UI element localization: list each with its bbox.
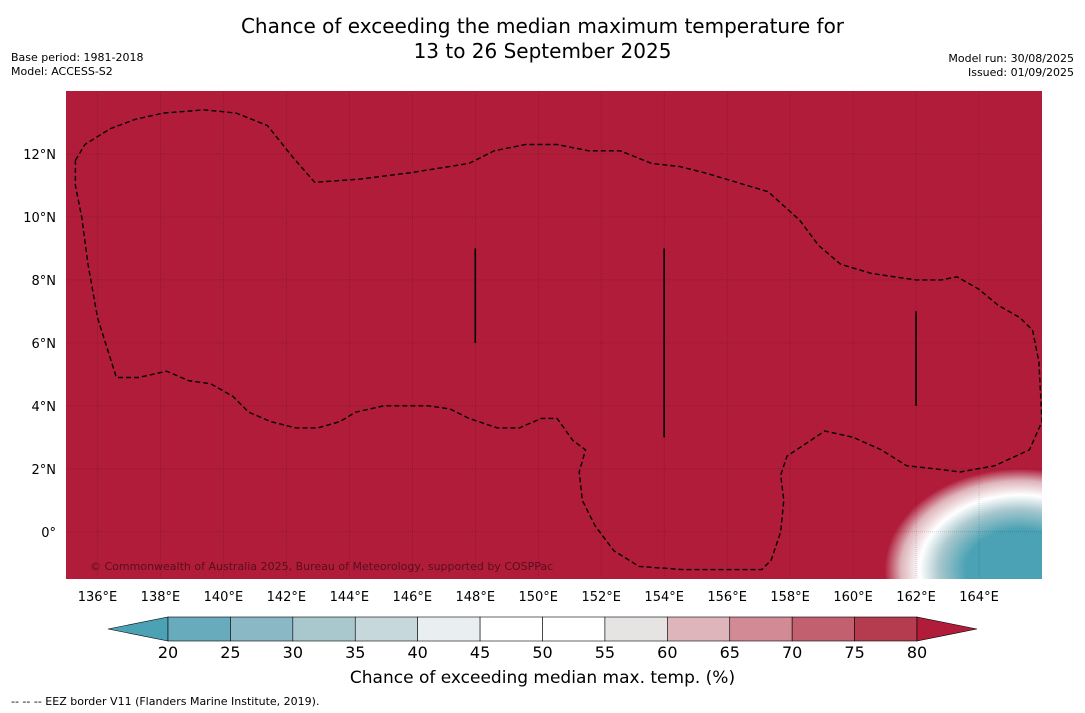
colorbar-segment — [354, 616, 418, 642]
lon-tick-label: 136°E — [78, 590, 118, 605]
lon-tick-label: 160°E — [833, 590, 873, 605]
colorbar-tick-label: 60 — [657, 643, 677, 662]
copyright-notice: © Commonwealth of Australia 2025, Bureau… — [90, 560, 553, 573]
lon-tick-label: 152°E — [581, 590, 621, 605]
lat-tick-label: 4°N — [32, 400, 57, 415]
colorbar-title: Chance of exceeding median max. temp. (%… — [349, 668, 736, 688]
colorbar-segment — [417, 616, 481, 642]
base-period-label: Base period: 1981-2018 — [11, 51, 144, 64]
model-label: Model: ACCESS-S2 — [11, 65, 113, 78]
colorbar-tick-label: 45 — [470, 643, 490, 662]
colorbar-segment — [542, 616, 606, 642]
lon-tick-label: 150°E — [518, 590, 558, 605]
title-line-2: 13 to 26 September 2025 — [413, 39, 672, 63]
colorbar-segment — [791, 616, 855, 642]
colorbar-segment — [604, 616, 668, 642]
cold-anomaly-region — [884, 468, 1042, 579]
colorbar-tick-label: 65 — [720, 643, 740, 662]
colorbar-under-arrow — [107, 616, 169, 642]
lon-tick-label: 162°E — [896, 590, 936, 605]
colorbar-segment — [667, 616, 731, 642]
colorbar-over-arrow — [916, 616, 978, 642]
lat-tick-label: 12°N — [23, 148, 56, 163]
colorbar-tick-label: 55 — [595, 643, 615, 662]
colorbar-tick-label: 20 — [158, 643, 178, 662]
lon-tick-label: 148°E — [456, 590, 496, 605]
colorbar-segment — [479, 616, 543, 642]
meta-left: Base period: 1981-2018 Model: ACCESS-S2 — [11, 51, 143, 79]
colorbar-segment — [292, 616, 356, 642]
lat-tick-label: 6°N — [32, 337, 57, 352]
colorbar-tick-label: 70 — [782, 643, 802, 662]
colorbar-tick-label: 80 — [907, 643, 927, 662]
map-title: Chance of exceeding the median maximum t… — [0, 14, 1085, 64]
lon-tick-label: 156°E — [707, 590, 747, 605]
colorbar-tick-label: 50 — [532, 643, 552, 662]
temperature-probability-field — [66, 91, 1042, 579]
lon-tick-label: 142°E — [267, 590, 307, 605]
colorbar-segment — [854, 616, 918, 642]
lon-tick-label: 164°E — [959, 590, 999, 605]
colorbar-tick-label: 30 — [283, 643, 303, 662]
lon-tick-label: 140°E — [204, 590, 244, 605]
colorbar-tick-label: 25 — [220, 643, 240, 662]
lat-tick-label: 10°N — [23, 211, 56, 226]
model-run-label: Model run: 30/08/2025 — [948, 52, 1074, 65]
lon-tick-label: 144°E — [330, 590, 370, 605]
meta-right: Model run: 30/08/2025 Issued: 01/09/2025 — [948, 52, 1074, 80]
lon-tick-label: 146°E — [393, 590, 433, 605]
colorbar-tick-label: 35 — [345, 643, 365, 662]
eez-border-line — [74, 109, 1042, 571]
title-line-1: Chance of exceeding the median maximum t… — [240, 14, 845, 38]
colorbar: 20 25 30 35 40 45 50 55 60 65 70 75 80 — [107, 616, 978, 662]
lon-tick-label: 138°E — [141, 590, 181, 605]
colorbar-segment — [230, 616, 294, 642]
lat-tick-label: 2°N — [32, 463, 57, 478]
lat-tick-label: 0° — [41, 526, 56, 541]
lon-tick-label: 158°E — [770, 590, 810, 605]
lat-tick-label: 8°N — [32, 274, 57, 289]
map-plot-area: © Commonwealth of Australia 2025, Bureau… — [66, 91, 1042, 579]
eez-footnote: -- -- -- EEZ border V11 (Flanders Marine… — [11, 695, 320, 708]
colorbar-tick-label: 75 — [844, 643, 864, 662]
colorbar-tick-label: 40 — [407, 643, 427, 662]
colorbar-segment — [167, 616, 231, 642]
colorbar-segment — [729, 616, 793, 642]
issued-label: Issued: 01/09/2025 — [967, 66, 1074, 79]
lon-tick-label: 154°E — [644, 590, 684, 605]
